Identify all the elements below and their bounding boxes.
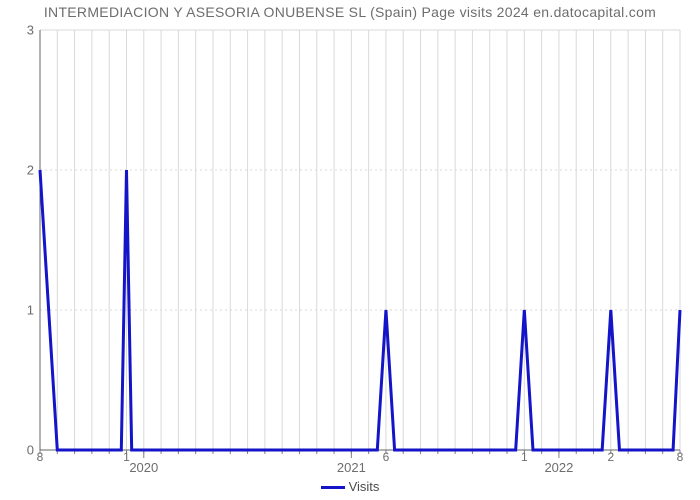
legend-label: Visits: [349, 479, 380, 494]
x-point-label: 1: [521, 450, 528, 464]
chart-title: INTERMEDIACION Y ASESORIA ONUBENSE SL (S…: [0, 4, 700, 20]
chart-legend: Visits: [0, 479, 700, 494]
x-point-label: 8: [677, 450, 684, 464]
chart-svg: [40, 30, 680, 450]
x-tick-label-year: 2022: [544, 460, 573, 475]
legend-swatch: [321, 486, 345, 489]
y-tick-label: 3: [4, 23, 34, 38]
x-tick-label-year: 2021: [337, 460, 366, 475]
x-point-label: 2: [607, 450, 614, 464]
x-point-label: 6: [383, 450, 390, 464]
y-tick-label: 1: [4, 303, 34, 318]
x-tick-label-year: 2020: [129, 460, 158, 475]
chart-plot-area: 0123202020212022816128: [40, 30, 680, 450]
x-point-label: 1: [123, 450, 130, 464]
x-point-label: 8: [37, 450, 44, 464]
y-tick-label: 0: [4, 443, 34, 458]
y-tick-label: 2: [4, 163, 34, 178]
